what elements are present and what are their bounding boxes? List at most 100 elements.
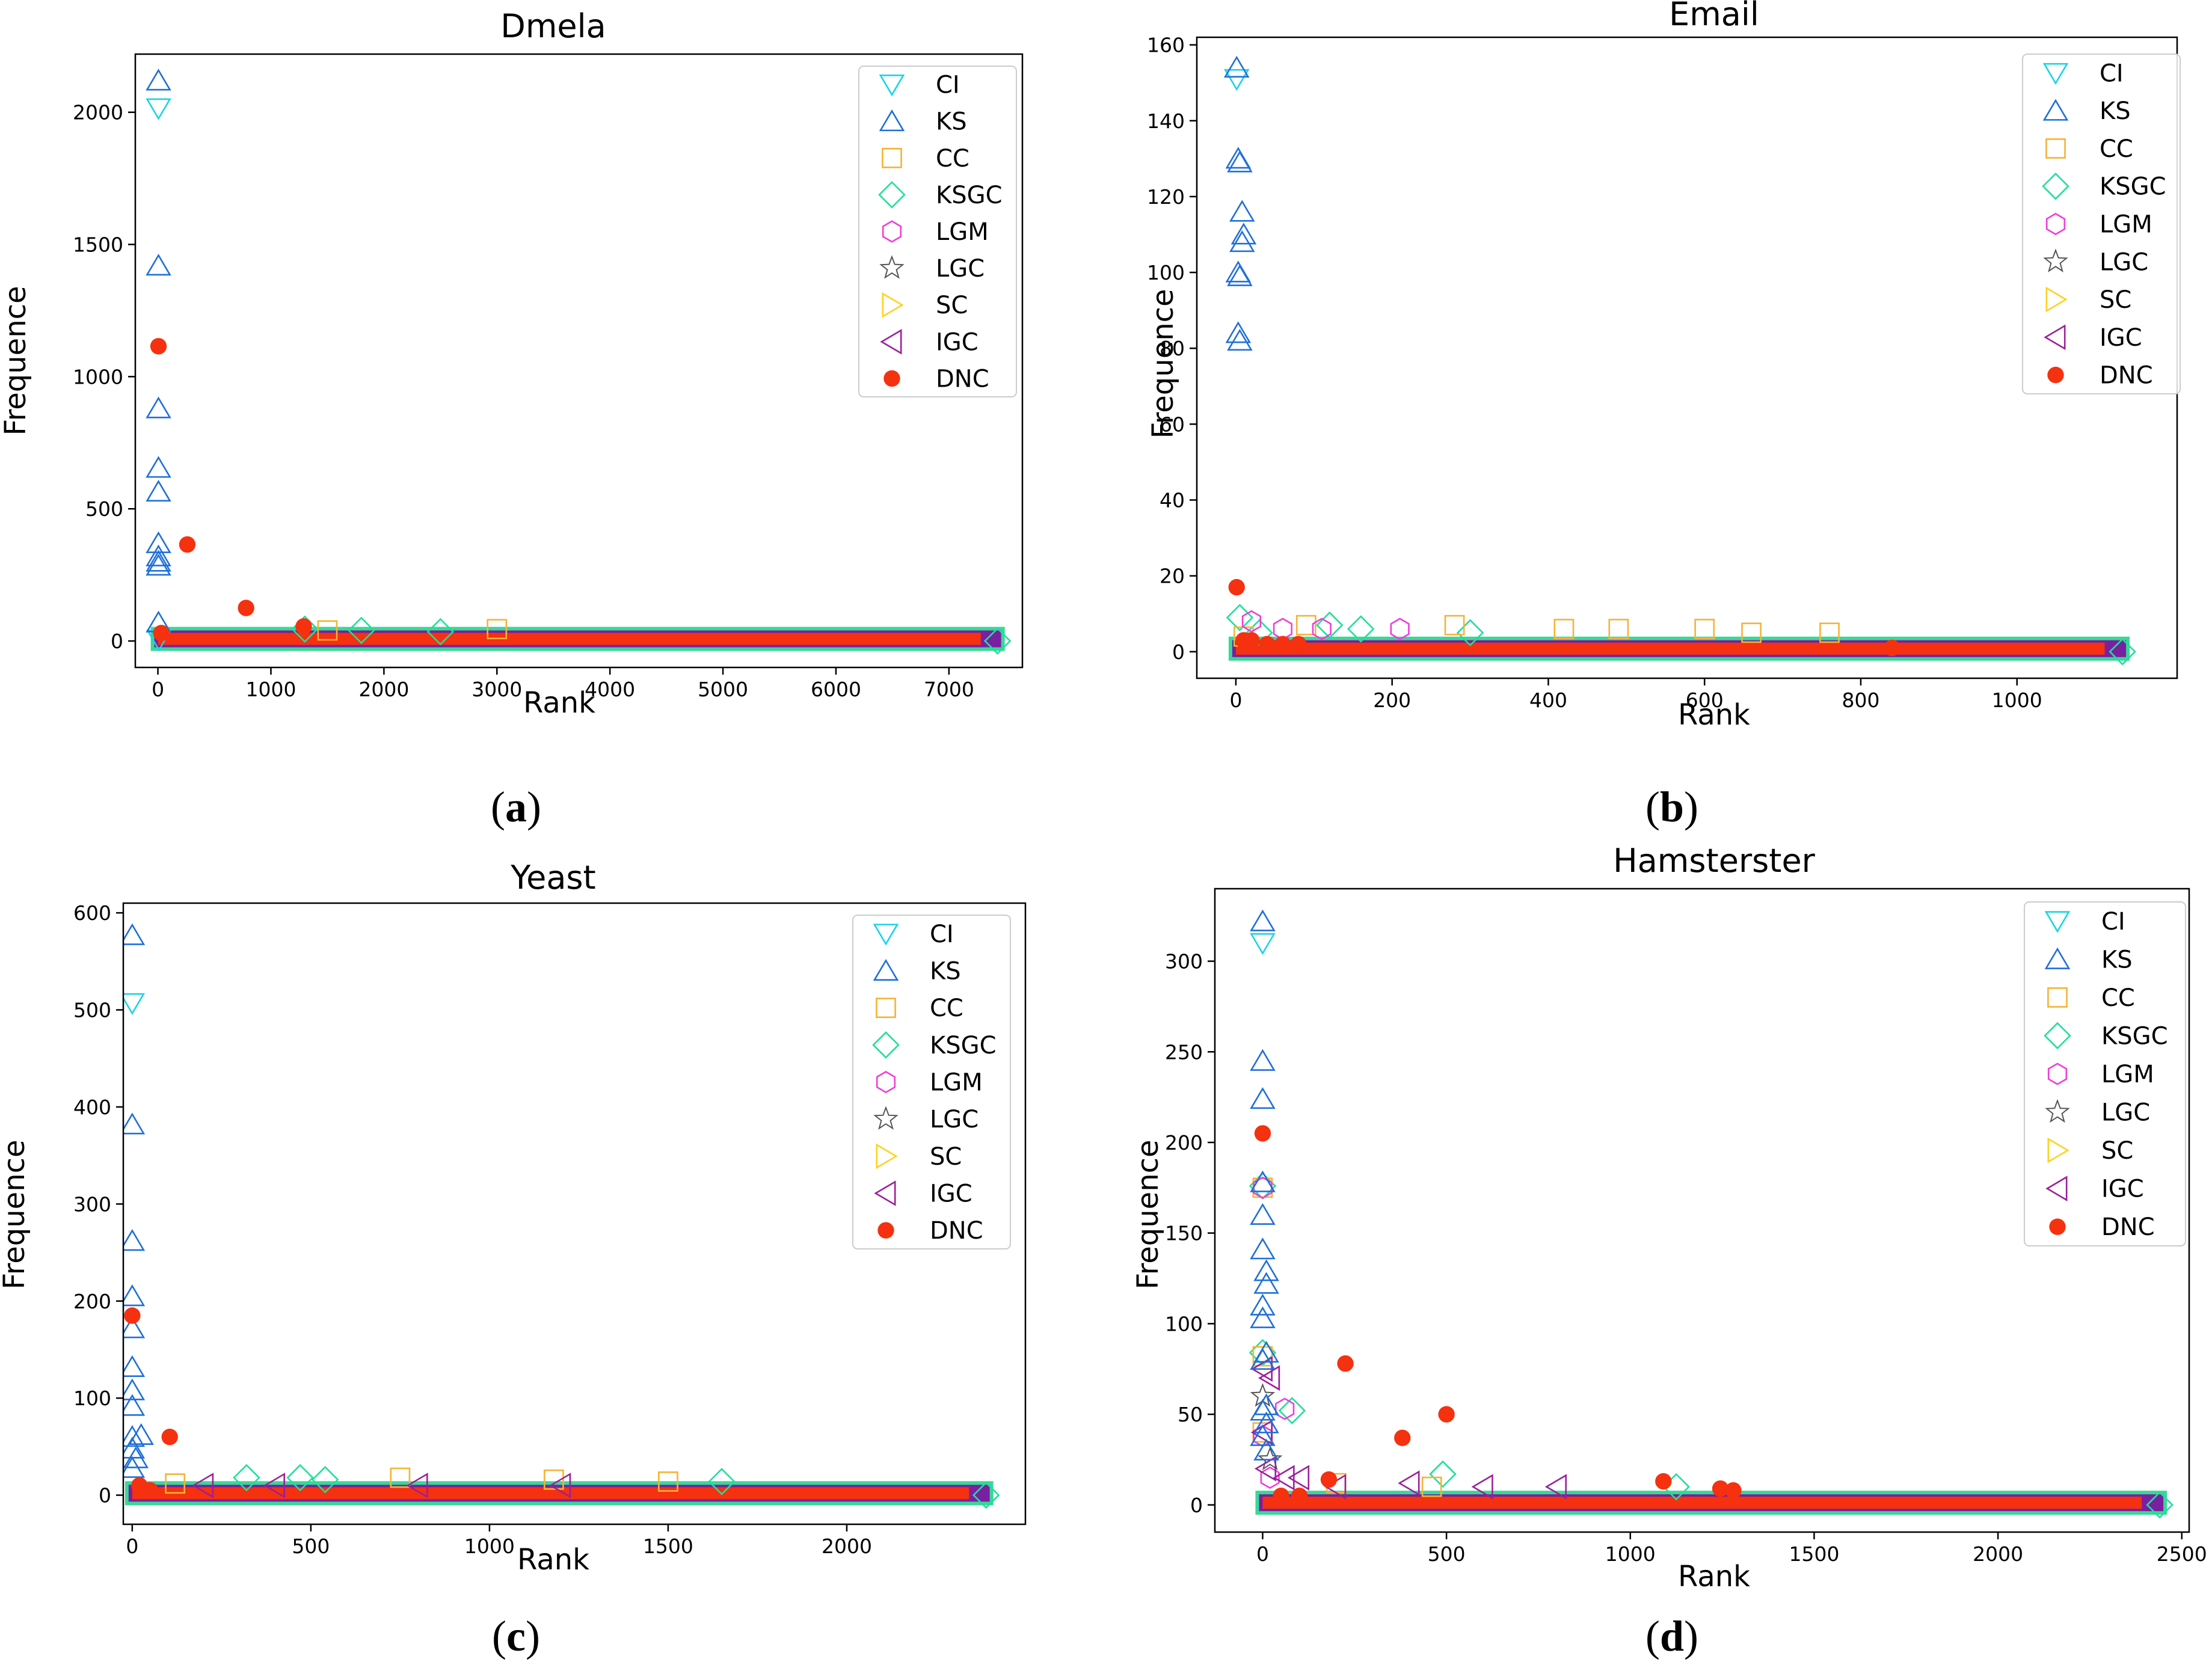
y-tick-label: 0	[1172, 640, 1185, 664]
caption-letter: a	[505, 783, 527, 831]
caption-letter: c	[506, 1612, 526, 1660]
x-tick-label: 1000	[1992, 688, 2042, 712]
legend-label-cc: CC	[930, 995, 963, 1022]
triangle-left-icon	[2044, 324, 2066, 351]
data-point-ks	[1250, 1203, 1276, 1225]
y-tick-label: 200	[1165, 1131, 1203, 1154]
legend-label-dnc: DNC	[930, 1217, 983, 1245]
panel-caption: (a)	[491, 783, 541, 831]
square-icon	[882, 147, 902, 168]
x-tick-label: 1500	[643, 1535, 693, 1558]
triangle-right-icon	[2047, 1137, 2069, 1164]
legend-label-dnc: DNC	[2100, 362, 2153, 390]
data-point-cc	[390, 1467, 411, 1488]
legend: CI KS CC KSGC LGM LGC SC IGC DNC	[2024, 901, 2186, 1246]
data-point-cc	[317, 620, 338, 641]
legend-label-cc: CC	[2100, 135, 2133, 163]
y-tick-label: 100	[1147, 261, 1185, 284]
legend-label-ksgc: KSGC	[930, 1032, 997, 1059]
caption-letter: b	[1660, 783, 1684, 831]
data-point-ks	[146, 69, 171, 91]
data-point-cc	[1819, 622, 1840, 643]
data-point-cc	[1741, 622, 1762, 643]
triangle-up-icon	[2044, 947, 2071, 969]
y-tick-label: 120	[1147, 185, 1185, 209]
data-point-ks	[1230, 222, 1257, 245]
data-point-ks	[1227, 264, 1253, 286]
data-point-dnc	[1254, 1125, 1271, 1142]
data-point-dnc	[161, 1429, 178, 1446]
diamond-icon	[2044, 1022, 2071, 1050]
panel-caption: (c)	[492, 1612, 540, 1660]
legend-label-dnc: DNC	[936, 365, 989, 393]
legend-label-lgc: LGC	[2101, 1099, 2150, 1127]
triangle-up-icon	[2042, 99, 2069, 121]
triangle-left-icon	[874, 1180, 896, 1206]
saturated-band-dnc	[1262, 1497, 2142, 1509]
legend-label-lgc: LGC	[930, 1106, 979, 1133]
x-axis-label: Rank	[517, 1543, 589, 1577]
data-point-ksgc	[311, 1466, 339, 1494]
data-point-lgm	[1253, 1176, 1273, 1199]
chart-panel-d: Hamsterster 0 500 1000 1500 2000 2500 0 50 100 150…	[1131, 842, 2207, 1660]
chart-panel-a: Dmela 0 1000 2000 3000 4000 5000 6000 7000 0 500 10…	[0, 7, 1024, 831]
data-point-ksgc	[2146, 1491, 2174, 1519]
legend-label-cc: CC	[936, 145, 969, 173]
star-icon	[2043, 248, 2068, 272]
legend-label-lgc: LGC	[936, 255, 985, 283]
legend-label-igc: IGC	[936, 328, 979, 356]
x-axis-label: Rank	[1678, 1560, 1750, 1593]
data-point-ks	[1229, 200, 1255, 222]
data-point-ks	[128, 1423, 154, 1446]
data-point-dnc	[1273, 1488, 1289, 1504]
data-point-ks	[1250, 1237, 1276, 1260]
data-point-ksgc	[233, 1464, 260, 1492]
data-point-ks	[1223, 55, 1250, 78]
triangle-up-icon	[879, 109, 905, 132]
data-point-ks	[123, 1229, 146, 1251]
data-point-cc	[543, 1469, 564, 1490]
legend: CI KS CC KSGC LGM LGC SC IGC DNC	[858, 66, 1017, 397]
plot-frame	[1214, 888, 2190, 1533]
legend-label-ksgc: KSGC	[936, 182, 1003, 209]
data-point-ksgc	[972, 1481, 1000, 1509]
data-point-ks	[1250, 1087, 1276, 1109]
x-tick-label: 0	[1229, 688, 1242, 712]
data-point-ksgc	[1456, 619, 1484, 647]
data-point-ksgc	[708, 1468, 736, 1495]
legend-label-lgm: LGM	[2101, 1061, 2154, 1088]
data-point-dnc	[1884, 639, 1900, 657]
legend-label-ks: KS	[936, 108, 967, 136]
legend-label-ks: KS	[930, 958, 961, 986]
legend-label-sc: SC	[2101, 1137, 2133, 1165]
saturated-band-dnc	[132, 1487, 969, 1500]
data-point-cc	[487, 619, 508, 640]
data-point-cc	[658, 1471, 678, 1492]
legend-label-sc: SC	[936, 292, 968, 319]
x-tick-label: 0	[1256, 1542, 1269, 1566]
data-point-dnc	[153, 625, 170, 642]
data-point-ks	[146, 550, 171, 572]
y-tick-label: 300	[1165, 950, 1203, 973]
data-point-ks	[1250, 1170, 1276, 1192]
data-point-ks	[146, 554, 171, 576]
data-point-ksgc	[983, 627, 1012, 655]
x-tick-label: 3000	[472, 678, 522, 701]
data-point-igc	[263, 1473, 285, 1498]
y-tick-label: 100	[1165, 1312, 1203, 1335]
data-point-dnc	[1291, 1488, 1308, 1504]
y-axis-label: Frequence	[1146, 289, 1180, 438]
y-tick-label: 100	[73, 1387, 111, 1410]
panel-caption: (b)	[1645, 783, 1698, 831]
data-point-ks	[123, 1456, 146, 1478]
legend-label-ks: KS	[2101, 946, 2133, 973]
data-point-dnc	[141, 1482, 159, 1499]
legend-label-igc: IGC	[2101, 1176, 2144, 1203]
legend-label-ci: CI	[930, 921, 954, 948]
x-tick-label: 500	[292, 1535, 330, 1558]
caption-open-paren: (	[1645, 783, 1660, 831]
filled-circle-icon	[2049, 1218, 2066, 1235]
diamond-icon	[2042, 172, 2069, 200]
caption-close-paren: )	[1684, 783, 1698, 831]
triangle-right-icon	[2045, 286, 2068, 313]
